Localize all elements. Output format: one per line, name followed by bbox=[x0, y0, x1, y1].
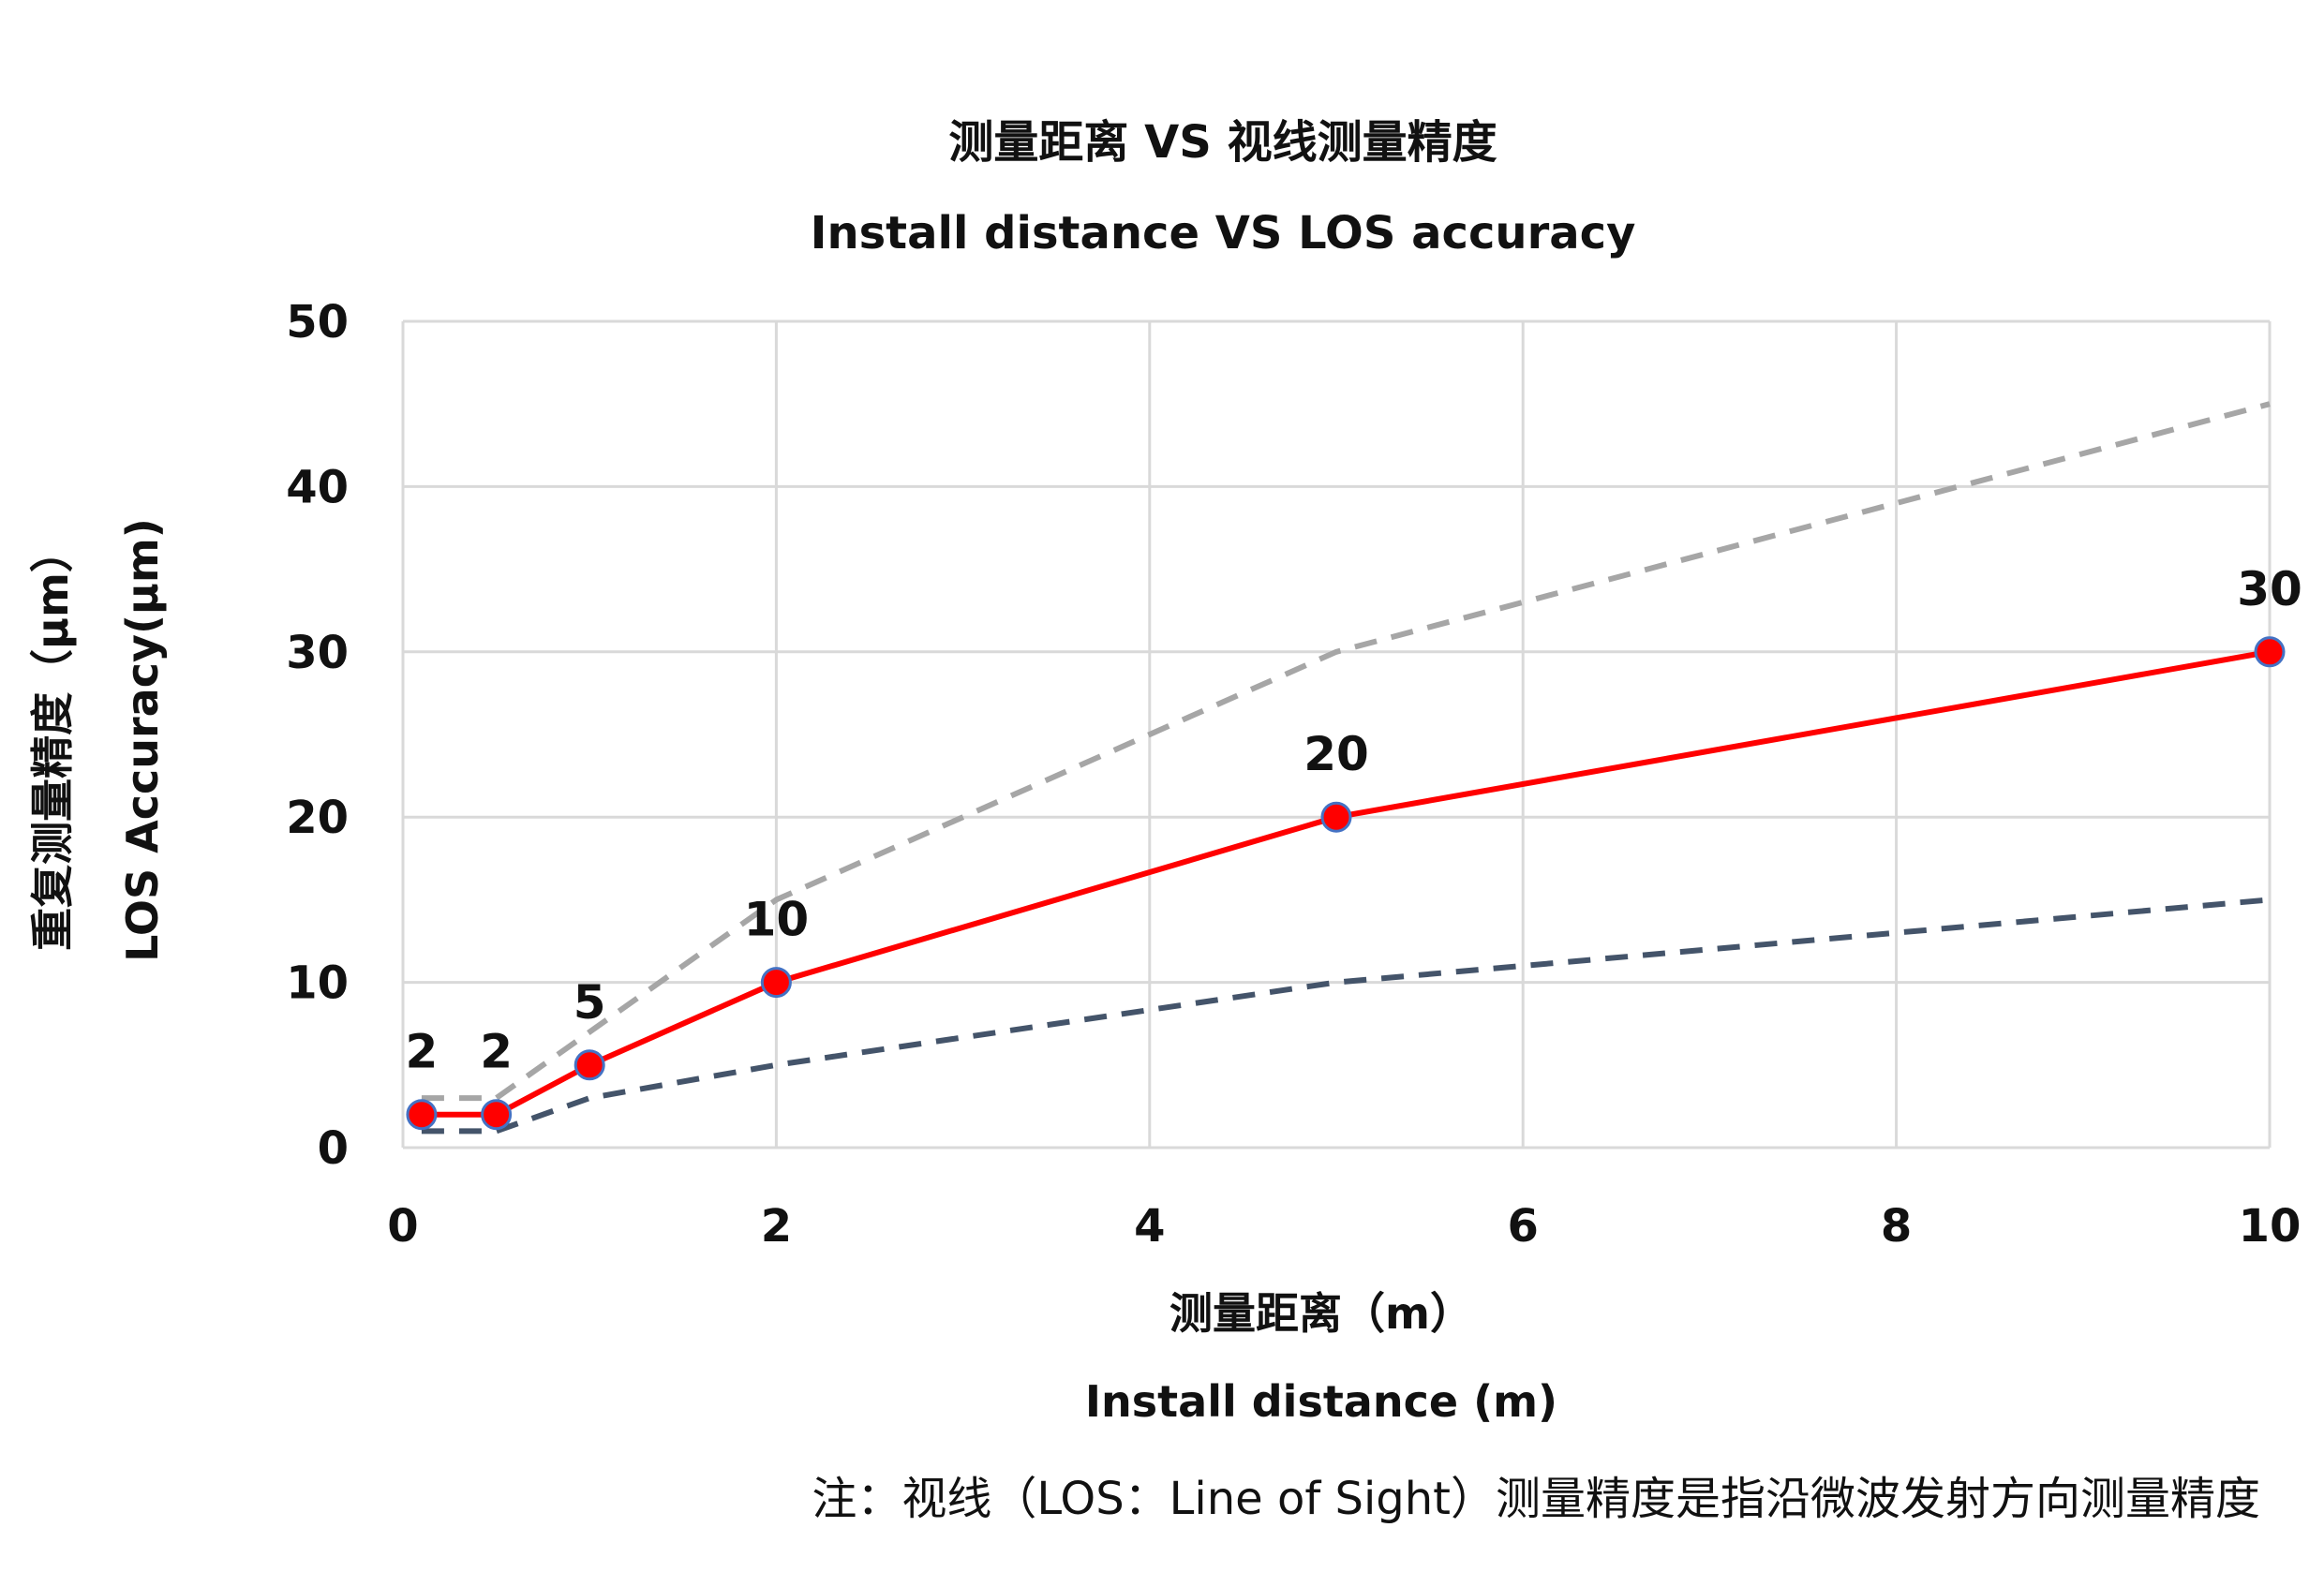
data-point-marker bbox=[406, 1099, 438, 1131]
x-tick-label: 0 bbox=[387, 1200, 418, 1253]
data-label: 10 bbox=[744, 893, 810, 947]
data-point-marker bbox=[2254, 636, 2286, 668]
x-axis-label: 测量距离（m） bbox=[1169, 1288, 1473, 1339]
data-point-marker bbox=[760, 967, 792, 999]
x-tick-label: 2 bbox=[761, 1200, 792, 1253]
chart-title: 测量距离 VS 视线测量精度 bbox=[948, 116, 1497, 169]
data-markers bbox=[406, 636, 2286, 1131]
y-tick-label: 30 bbox=[286, 627, 349, 679]
dashed-series-line bbox=[421, 401, 2271, 1102]
y-tick-label: 0 bbox=[318, 1122, 349, 1175]
data-point-marker bbox=[574, 1049, 605, 1081]
x-axis-ticks: 0 2 4 6 8 10 bbox=[387, 1200, 2301, 1253]
data-label: 20 bbox=[1304, 727, 1369, 781]
data-point-marker bbox=[481, 1099, 513, 1131]
y-axis-ticks: 0 10 20 30 40 50 bbox=[286, 296, 349, 1175]
data-point-marker bbox=[1320, 801, 1352, 833]
footnote: 注：视线（LOS：Line of Sight）测量精度是指沿微波发射方向测量精度 bbox=[812, 1473, 2260, 1525]
y-tick-label: 50 bbox=[286, 296, 349, 349]
x-tick-label: 8 bbox=[1881, 1200, 1912, 1253]
x-axis-label-en: Install distance (m) bbox=[1085, 1376, 1557, 1427]
x-tick-label: 6 bbox=[1507, 1200, 1538, 1253]
y-tick-label: 40 bbox=[286, 461, 349, 513]
y-tick-label: 10 bbox=[286, 957, 349, 1010]
y-axis-label: 重复测量精度（μm） bbox=[27, 529, 78, 951]
data-label: 2 bbox=[406, 1025, 439, 1079]
dashed-series-line bbox=[421, 897, 2271, 1135]
x-tick-label: 10 bbox=[2239, 1200, 2302, 1253]
gridlines bbox=[401, 319, 2272, 1149]
x-tick-label: 4 bbox=[1134, 1200, 1165, 1253]
series-line bbox=[421, 648, 2271, 1118]
y-tick-label: 20 bbox=[286, 792, 349, 844]
data-label: 5 bbox=[574, 975, 606, 1030]
data-label: 30 bbox=[2237, 562, 2302, 616]
chart-subtitle: Install distance VS LOS accuracy bbox=[811, 207, 1636, 260]
y-axis-label-en: LOS Accuracy(μm) bbox=[117, 518, 168, 962]
data-labels: 2 2 5 10 20 30 bbox=[406, 562, 2302, 1079]
data-label: 2 bbox=[480, 1025, 513, 1079]
